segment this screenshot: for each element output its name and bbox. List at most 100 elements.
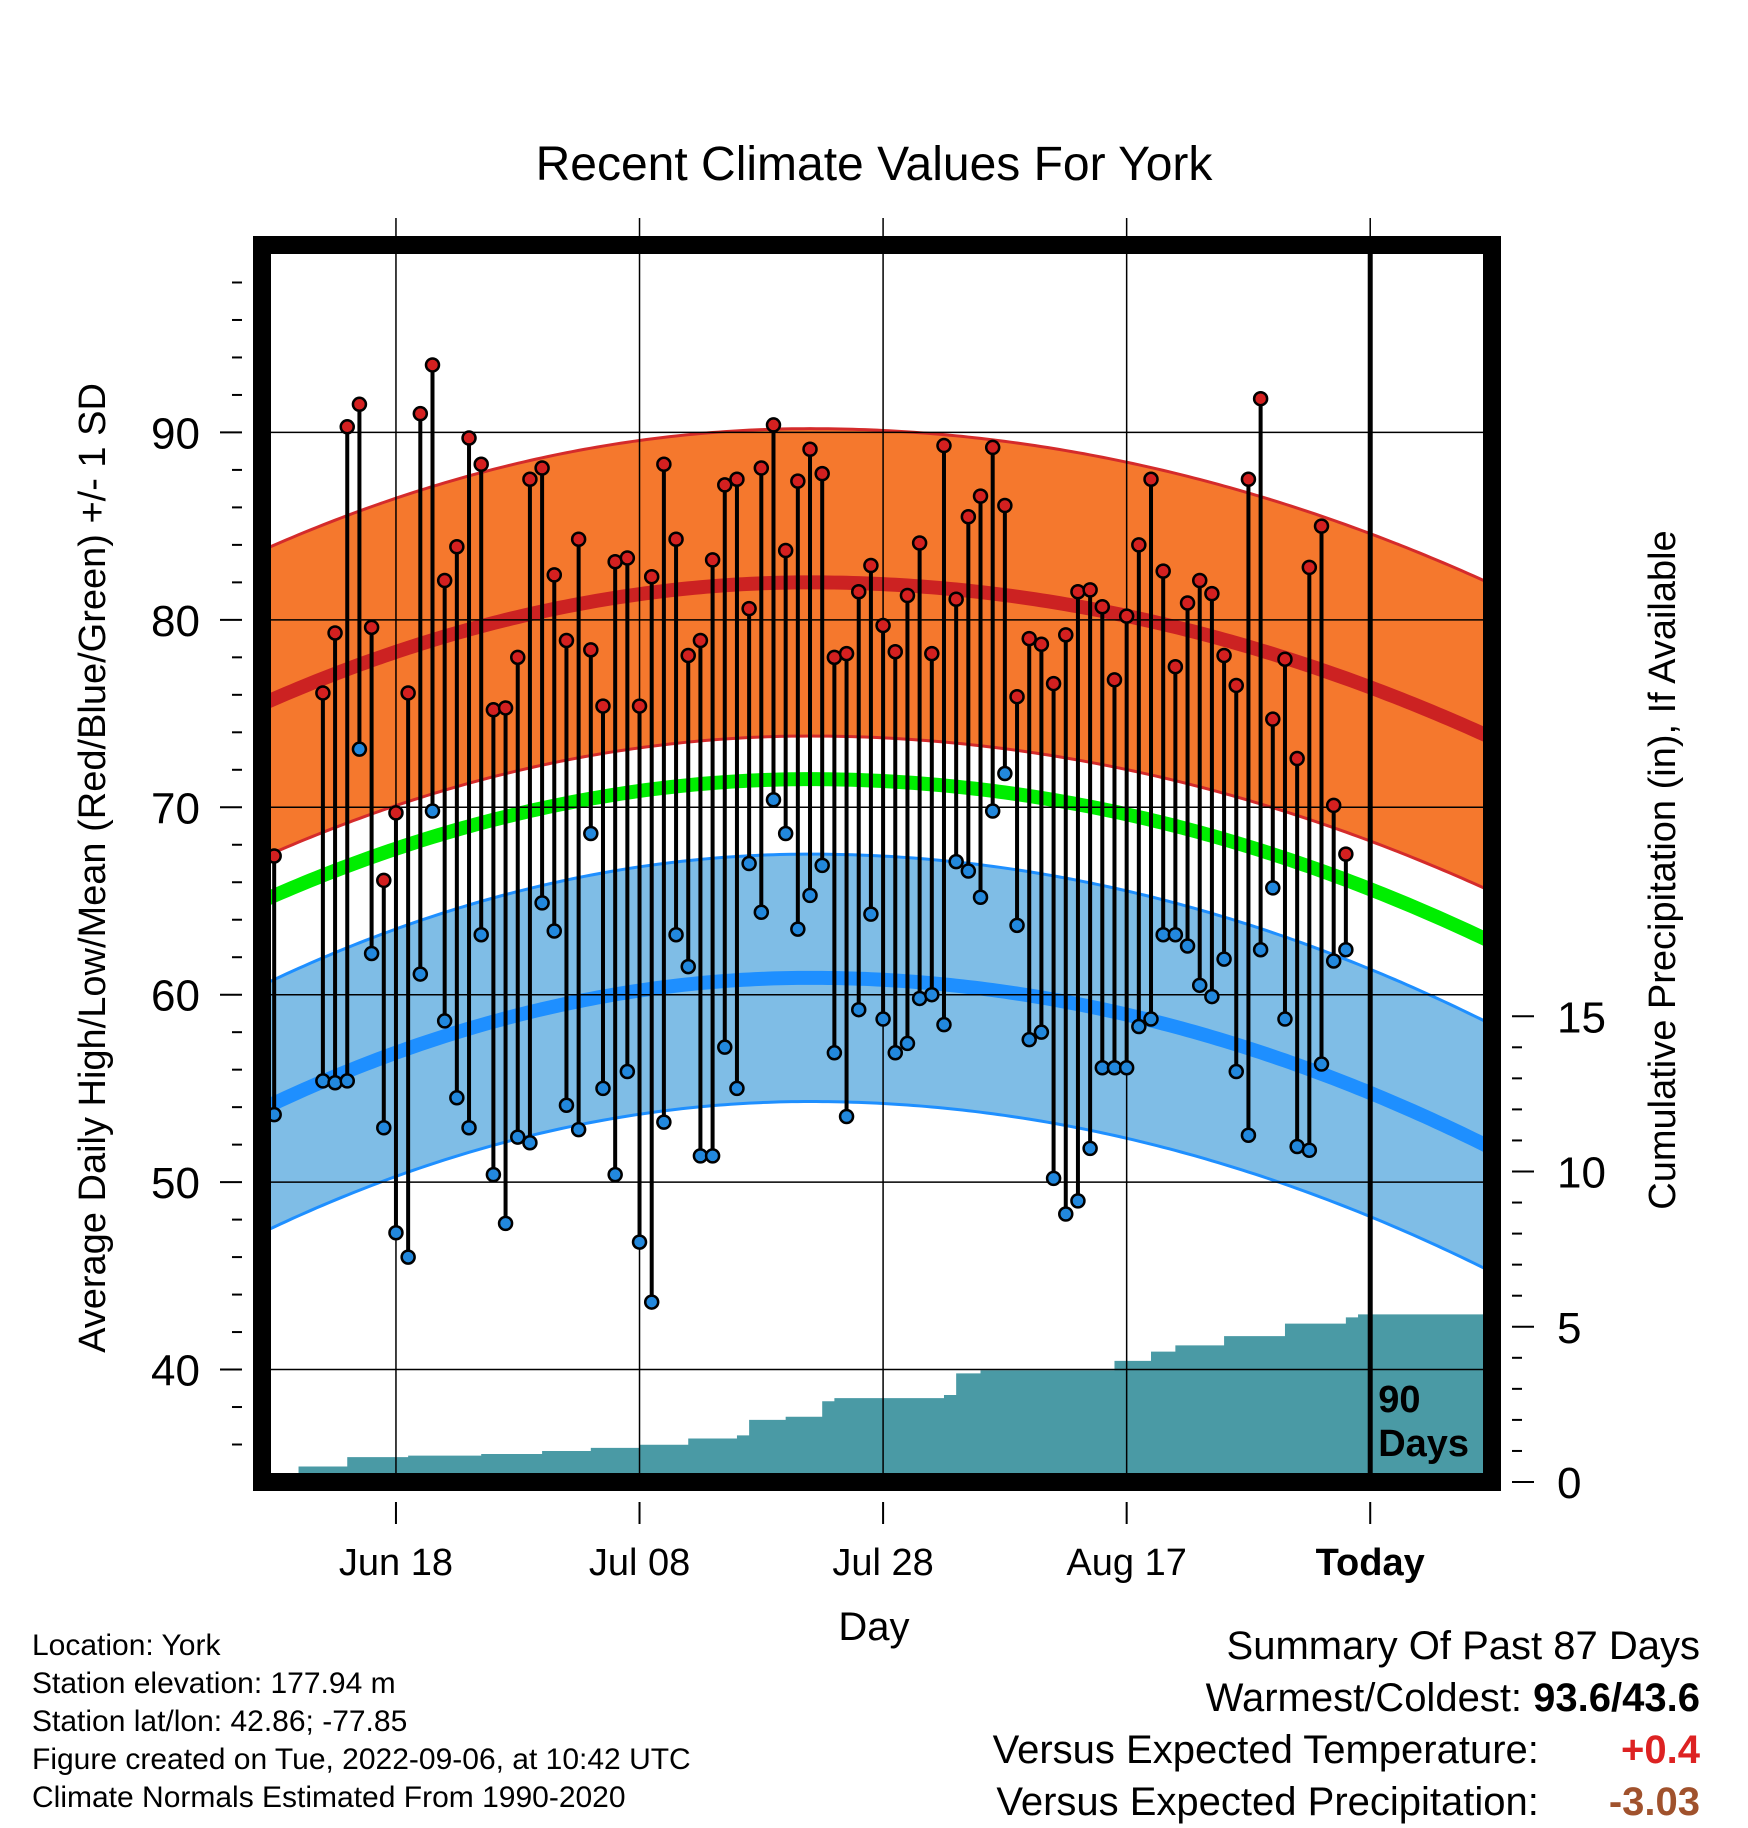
daily-high-point	[619, 550, 636, 566]
daily-high-point	[850, 583, 867, 600]
daily-high-point	[1033, 636, 1050, 652]
daily-low-point	[936, 1016, 952, 1033]
daily-high-point	[1009, 688, 1025, 705]
y-axis-title-right: Cumulative Precipitation (in), If Availa…	[1642, 530, 1684, 1209]
y-tick-label-left: 70	[151, 784, 200, 833]
daily-low-point	[826, 1045, 843, 1061]
daily-low-point	[1131, 1018, 1147, 1035]
daily-high-point	[1131, 537, 1147, 553]
daily-low-point	[485, 1166, 502, 1183]
daily-high-point	[583, 642, 599, 658]
daily-low-point	[497, 1215, 514, 1232]
daily-low-point	[704, 1148, 721, 1164]
daily-high-point	[753, 460, 770, 476]
daily-high-point	[802, 441, 818, 458]
normal-low-band	[262, 852, 1492, 1274]
daily-high-point	[1045, 675, 1062, 692]
daily-low-point	[1058, 1206, 1074, 1222]
daily-high-point	[1082, 582, 1098, 598]
daily-low-point	[753, 904, 770, 920]
precipitation-area	[262, 1314, 1492, 1482]
daily-high-point	[948, 591, 964, 607]
daily-high-point	[436, 572, 453, 589]
daily-low-point	[924, 986, 940, 1003]
daily-low-point	[1325, 953, 1342, 969]
daily-low-point	[473, 926, 489, 943]
daily-low-point	[631, 1234, 648, 1250]
daily-high-point	[1228, 677, 1245, 694]
daily-high-point	[924, 645, 940, 662]
x-tick-label: Today	[1316, 1542, 1425, 1584]
daily-low-point	[570, 1121, 587, 1138]
daily-high-point	[351, 396, 368, 413]
daily-high-point	[388, 805, 404, 821]
summary-title: Summary Of Past 87 Days	[1226, 1624, 1700, 1668]
daily-low-point	[558, 1097, 575, 1114]
daily-low-point	[1118, 1060, 1135, 1076]
daily-low-point	[1143, 1011, 1159, 1027]
daily-high-point	[875, 617, 891, 634]
daily-high-point	[656, 456, 672, 473]
daily-high-point	[1191, 572, 1208, 589]
y-tick-label-left: 50	[151, 1159, 200, 1208]
daily-high-point	[315, 685, 331, 701]
daily-low-point	[363, 945, 380, 962]
daily-high-point	[972, 488, 989, 504]
daily-high-point	[1301, 559, 1318, 576]
daily-high-point	[643, 568, 660, 585]
daily-high-point	[838, 645, 855, 662]
daily-high-point	[412, 405, 429, 422]
normals-text: Climate Normals Estimated From 1990-2020	[32, 1781, 626, 1814]
daily-high-point	[400, 685, 416, 701]
daily-low-point	[777, 825, 794, 842]
daily-high-point	[911, 535, 928, 551]
daily-low-point	[546, 923, 563, 939]
daily-high-point	[717, 477, 733, 493]
y-tick-label-left: 90	[151, 409, 200, 458]
daily-low-point	[607, 1166, 623, 1183]
created-text: Figure created on Tue, 2022-09-06, at 10…	[32, 1743, 691, 1776]
daily-low-point	[984, 803, 1001, 819]
precip-value: -3.03	[1608, 1780, 1700, 1824]
y-tick-label-right: 5	[1557, 1304, 1581, 1353]
daily-low-point	[619, 1063, 636, 1080]
daily-low-point	[583, 825, 599, 842]
daily-high-point	[1325, 797, 1342, 814]
temp-label: Versus Expected Temperature:	[992, 1728, 1539, 1772]
daily-low-point	[997, 765, 1013, 782]
y-tick-label-right: 0	[1557, 1459, 1581, 1508]
daily-high-point	[449, 539, 465, 555]
y-tick-label-right: 10	[1557, 1149, 1606, 1198]
daily-low-point	[790, 921, 806, 937]
daily-low-point	[1313, 1056, 1330, 1072]
normal-low-line	[262, 970, 1492, 1155]
daily-high-point	[1277, 651, 1293, 667]
daily-low-point	[960, 863, 977, 879]
daily-high-point	[887, 643, 904, 660]
daily-high-point	[997, 497, 1013, 514]
daily-low-point	[412, 966, 429, 982]
daily-low-point	[424, 803, 441, 819]
plot-frame	[253, 236, 1501, 1491]
summary-warm-cold: Warmest/Coldest: 93.6/43.6	[993, 1672, 1700, 1724]
daily-low-point	[376, 1120, 392, 1136]
daily-low-point	[1204, 988, 1220, 1005]
daily-high-point	[522, 471, 538, 488]
daily-low-point	[1179, 938, 1196, 954]
daily-high-point	[704, 552, 721, 568]
daily-high-point	[1143, 471, 1159, 488]
daily-low-point	[1070, 1193, 1086, 1209]
daily-low-point	[1252, 941, 1269, 958]
daily-high-point	[899, 587, 916, 604]
daily-low-point	[1021, 1031, 1037, 1048]
normal-high-band	[262, 427, 1492, 894]
daily-high-point	[741, 600, 757, 617]
daily-high-point	[1338, 846, 1354, 862]
daily-low-point	[680, 958, 696, 975]
daily-high-point	[339, 419, 355, 435]
summary-precip: Versus Expected Precipitation: -3.03	[993, 1776, 1700, 1828]
daily-low-point	[729, 1080, 745, 1097]
daily-high-point	[692, 632, 709, 649]
daily-high-point	[668, 531, 684, 548]
